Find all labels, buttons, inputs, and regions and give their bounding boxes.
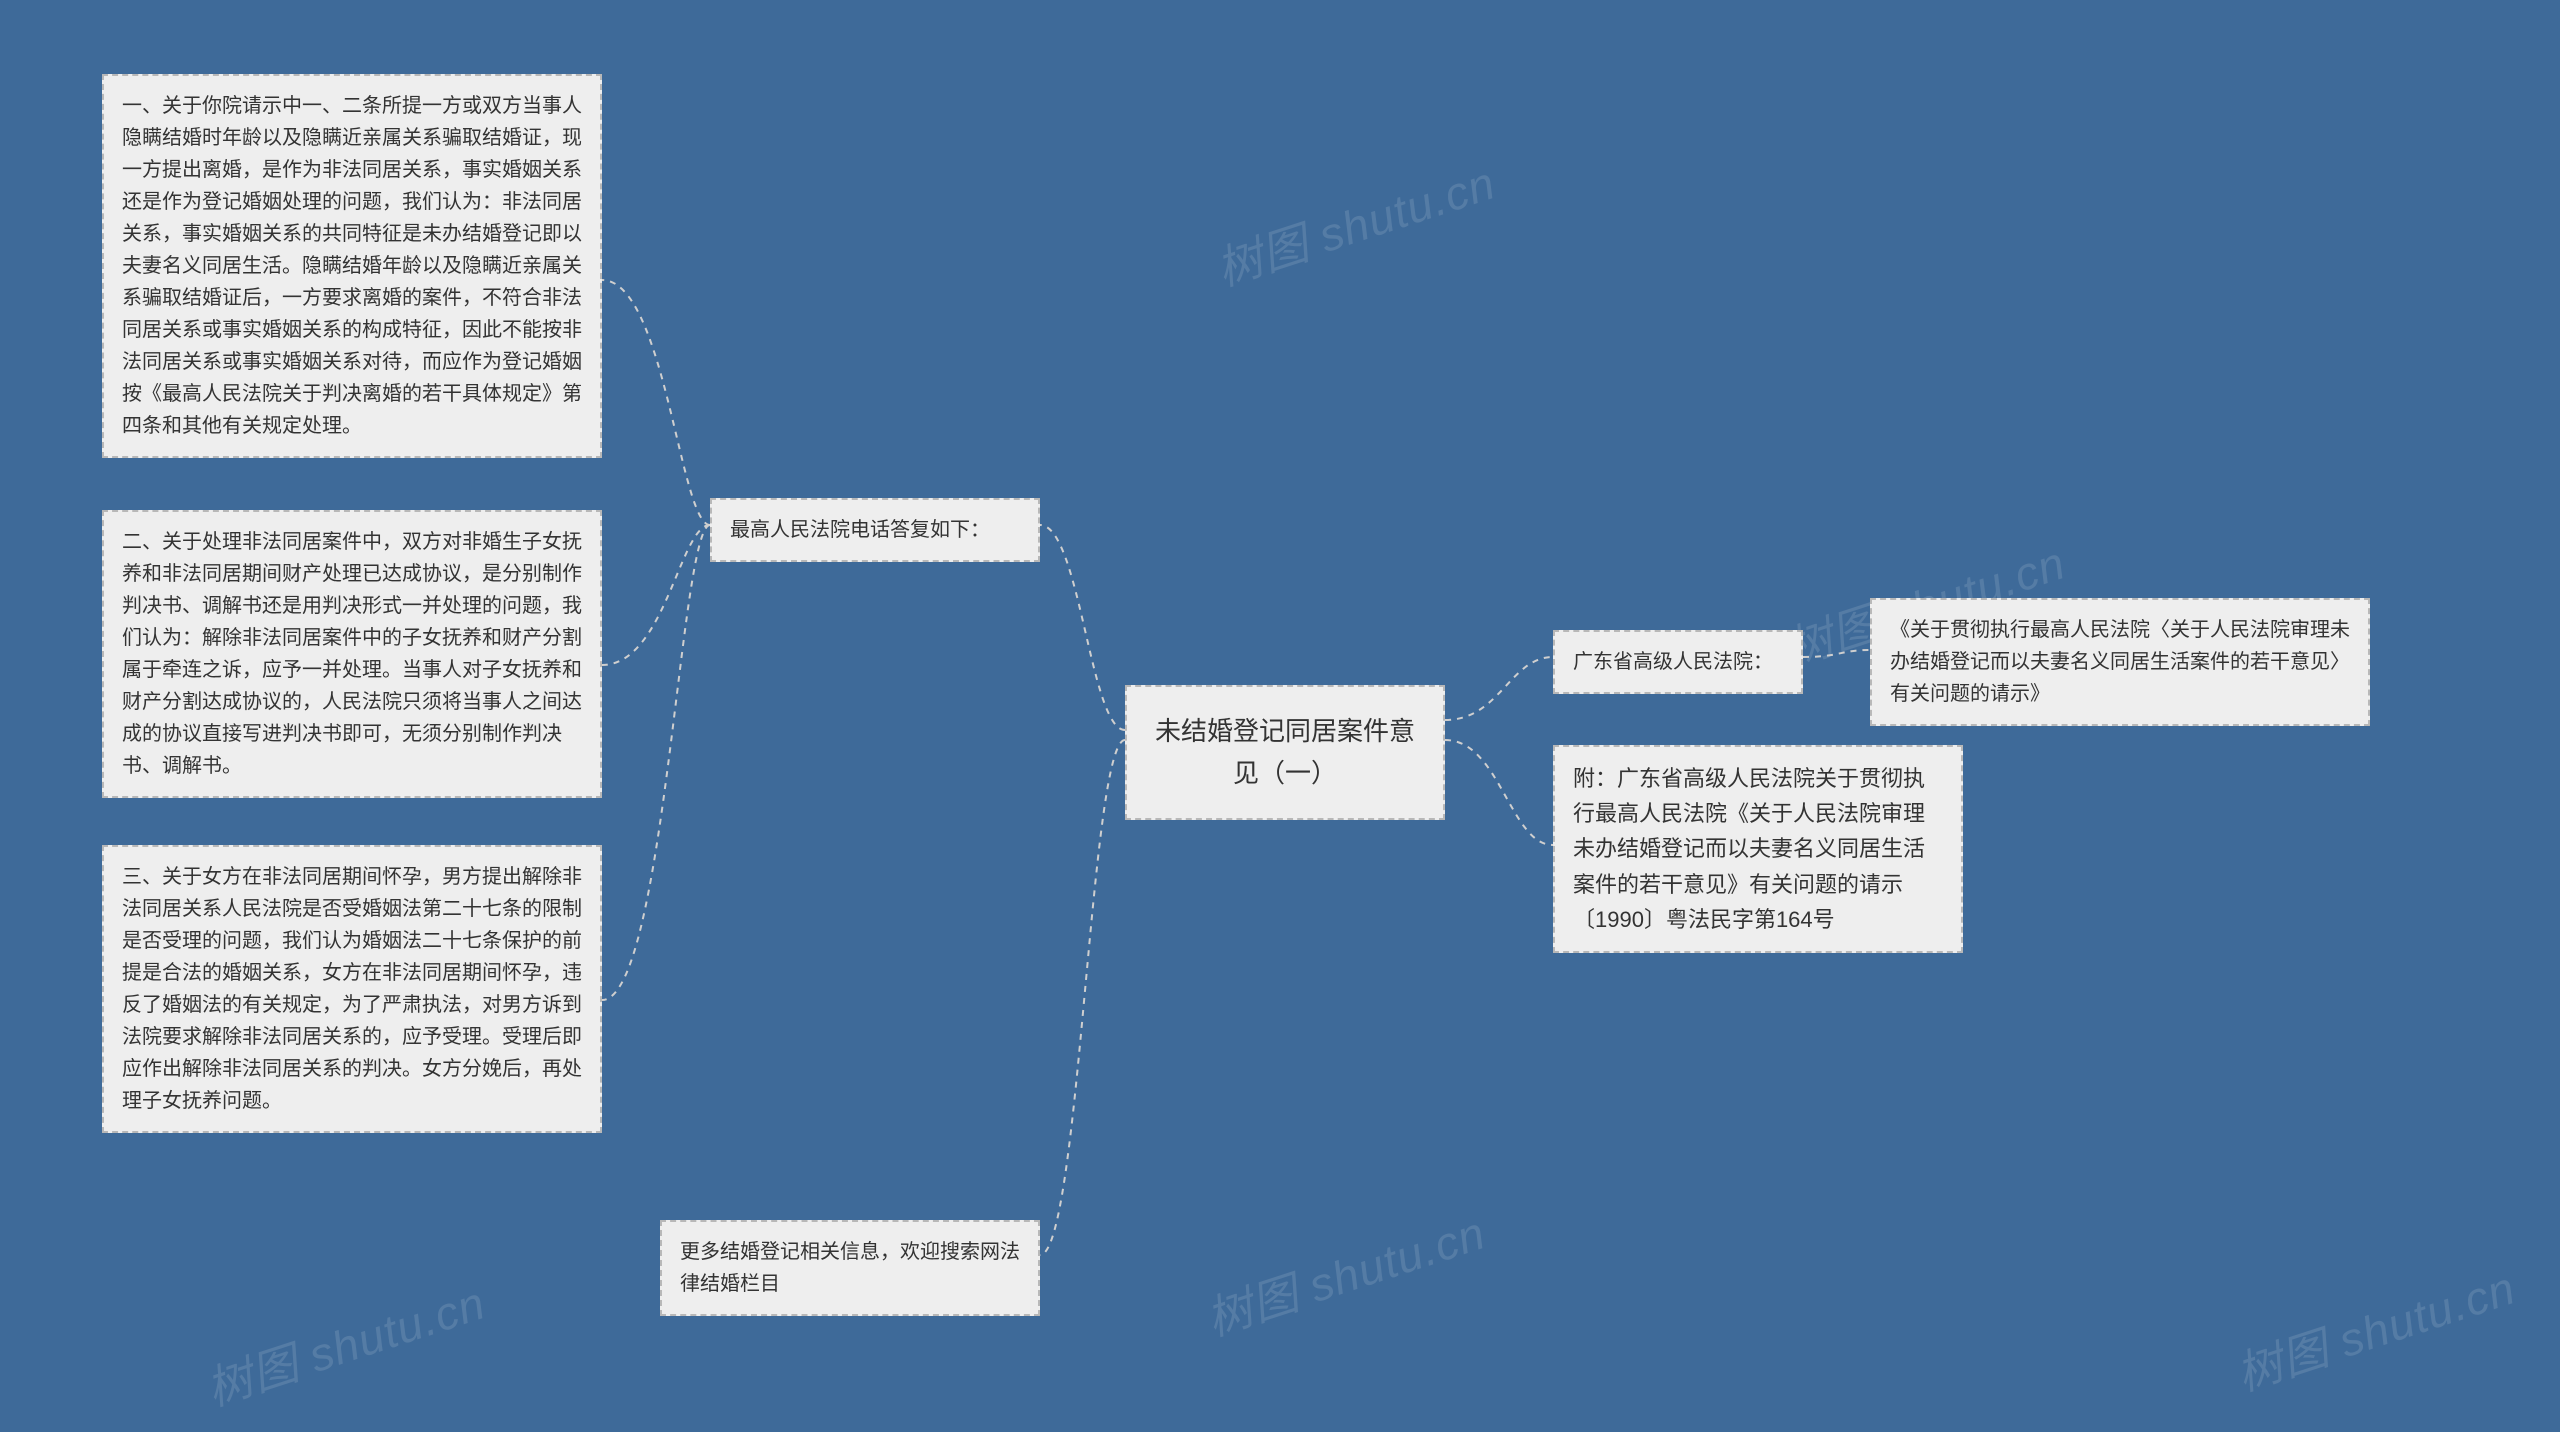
watermark: 树图 shutu.cn: [1197, 1197, 1493, 1349]
center-title: 未结婚登记同居案件意见（一）: [1155, 716, 1415, 788]
branch-guangdong-court: 广东省高级人民法院：: [1553, 630, 1803, 694]
leaf-item-two: 二、关于处理非法同居案件中，双方对非婚生子女抚养和非法同居期间财产处理已达成协议…: [102, 510, 602, 798]
leaf-item-three: 三、关于女方在非法同居期间怀孕，男方提出解除非法同居关系人民法院是否受婚姻法第二…: [102, 845, 602, 1133]
watermark: 树图 shutu.cn: [2227, 1252, 2523, 1404]
leaf-guangdong-doc: 《关于贯彻执行最高人民法院〈关于人民法院审理未办结婚登记而以夫妻名义同居生活案件…: [1870, 598, 2370, 726]
item-one-text: 一、关于你院请示中一、二条所提一方或双方当事人隐瞒结婚时年龄以及隐瞒近亲属关系骗…: [122, 95, 582, 437]
guangdong-doc-text: 《关于贯彻执行最高人民法院〈关于人民法院审理未办结婚登记而以夫妻名义同居生活案件…: [1890, 619, 2350, 705]
branch-more-info: 更多结婚登记相关信息，欢迎搜索网法律结婚栏目: [660, 1220, 1040, 1316]
item-two-text: 二、关于处理非法同居案件中，双方对非婚生子女抚养和非法同居期间财产处理已达成协议…: [122, 531, 582, 777]
item-three-text: 三、关于女方在非法同居期间怀孕，男方提出解除非法同居关系人民法院是否受婚姻法第二…: [122, 866, 582, 1112]
watermark: 树图 shutu.cn: [1207, 147, 1503, 299]
supreme-reply-label: 最高人民法院电话答复如下：: [730, 519, 990, 541]
leaf-item-one: 一、关于你院请示中一、二条所提一方或双方当事人隐瞒结婚时年龄以及隐瞒近亲属关系骗…: [102, 74, 602, 458]
branch-supreme-reply: 最高人民法院电话答复如下：: [710, 498, 1040, 562]
more-info-label: 更多结婚登记相关信息，欢迎搜索网法律结婚栏目: [680, 1241, 1020, 1295]
center-node: 未结婚登记同居案件意见（一）: [1125, 685, 1445, 820]
watermark: 树图 shutu.cn: [197, 1267, 493, 1419]
guangdong-court-label: 广东省高级人民法院：: [1573, 651, 1773, 673]
branch-appendix: 附：广东省高级人民法院关于贯彻执行最高人民法院《关于人民法院审理未办结婚登记而以…: [1553, 745, 1963, 953]
appendix-label: 附：广东省高级人民法院关于贯彻执行最高人民法院《关于人民法院审理未办结婚登记而以…: [1573, 766, 1925, 932]
